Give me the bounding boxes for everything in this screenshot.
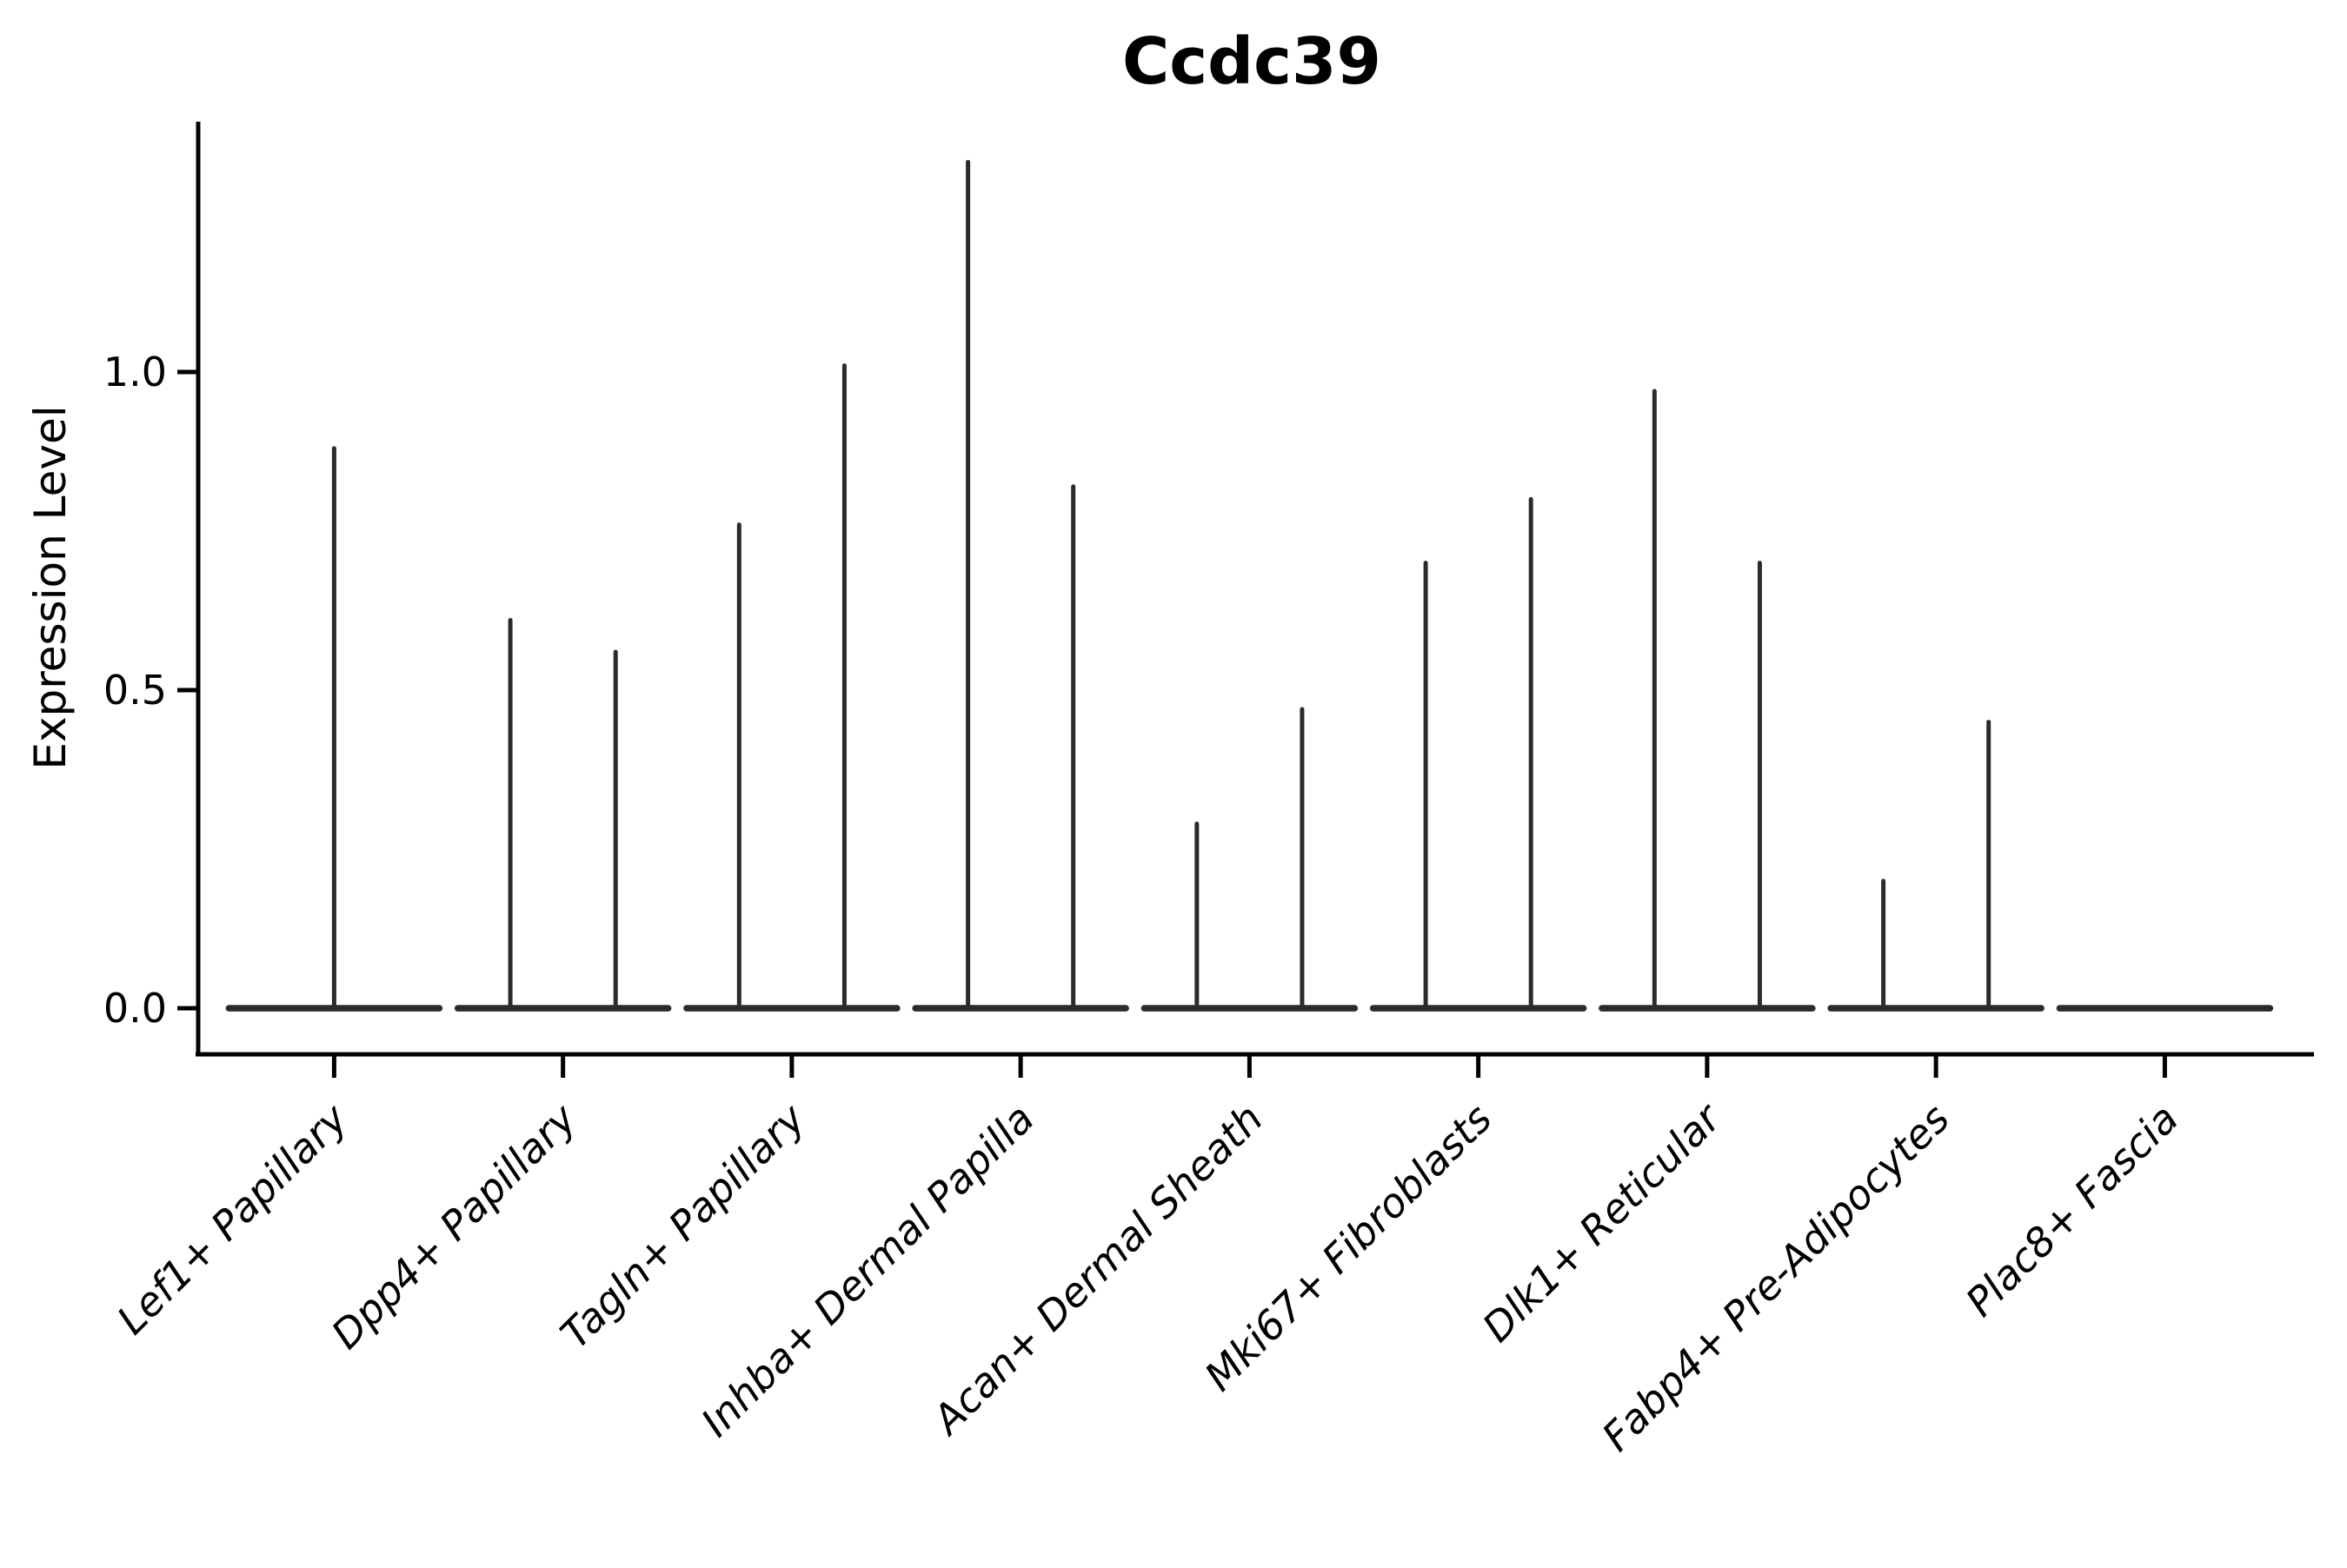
y-tick-label: 1.0 [103,349,167,395]
x-category-label: Tagln+ Papillary [551,1094,814,1358]
y-tick-label: 0.5 [103,667,167,714]
x-category-label: Lef1+ Papillary [108,1094,356,1343]
y-axis-title: Expression Level [25,405,76,769]
chart-title: Ccdc39 [1122,24,1381,99]
x-category-label: Plac8+ Fascia [1957,1095,2187,1325]
x-category-label: Dpp4+ Papillary [322,1094,586,1358]
y-tick-label: 0.0 [103,985,167,1032]
x-category-label: Dlk1+ Reticular [1473,1093,1732,1351]
